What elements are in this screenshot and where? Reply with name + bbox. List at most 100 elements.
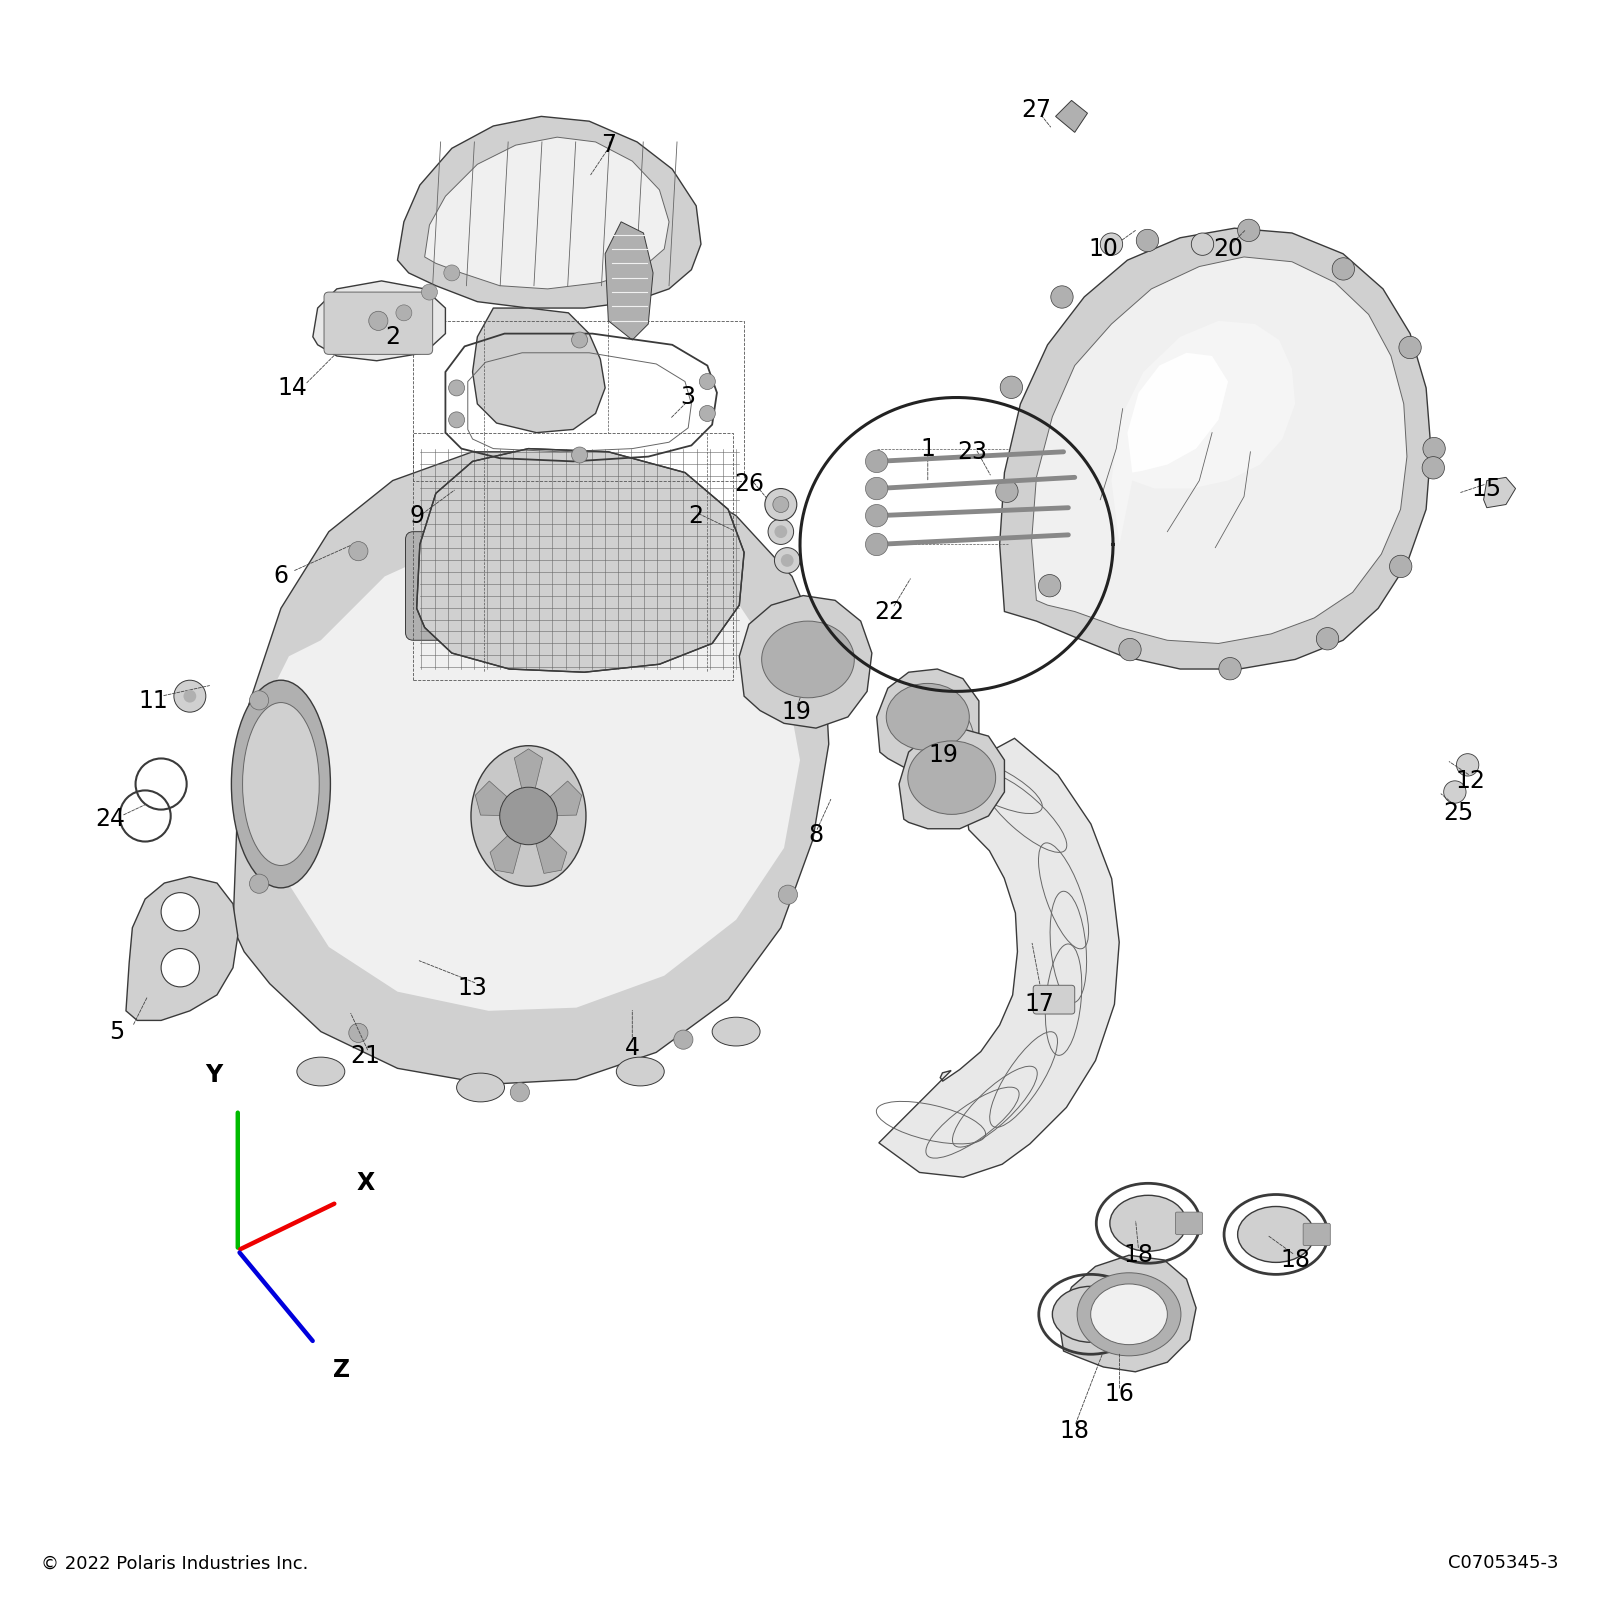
Circle shape xyxy=(768,518,794,544)
Polygon shape xyxy=(424,138,669,290)
Circle shape xyxy=(1422,437,1445,459)
Circle shape xyxy=(699,373,715,389)
Polygon shape xyxy=(126,877,238,1021)
Ellipse shape xyxy=(232,680,331,888)
Polygon shape xyxy=(739,595,872,728)
Polygon shape xyxy=(472,309,605,432)
Text: 26: 26 xyxy=(734,472,763,496)
Polygon shape xyxy=(1000,229,1430,669)
Circle shape xyxy=(499,787,557,845)
Circle shape xyxy=(773,496,789,512)
Text: C0705345-3: C0705345-3 xyxy=(1448,1555,1558,1573)
Polygon shape xyxy=(258,531,800,1011)
Ellipse shape xyxy=(298,1058,344,1086)
Ellipse shape xyxy=(1091,1283,1168,1344)
Polygon shape xyxy=(514,749,542,816)
Circle shape xyxy=(1219,658,1242,680)
Text: 25: 25 xyxy=(1443,800,1474,824)
Ellipse shape xyxy=(1077,1272,1181,1355)
Ellipse shape xyxy=(470,746,586,886)
Circle shape xyxy=(866,533,888,555)
Text: 27: 27 xyxy=(1021,98,1051,122)
Ellipse shape xyxy=(1238,1206,1314,1262)
Circle shape xyxy=(571,333,587,347)
Text: 4: 4 xyxy=(624,1035,640,1059)
Ellipse shape xyxy=(712,1018,760,1046)
FancyBboxPatch shape xyxy=(1118,1302,1146,1325)
Text: Z: Z xyxy=(333,1358,350,1382)
Ellipse shape xyxy=(907,741,995,814)
FancyBboxPatch shape xyxy=(325,293,432,354)
Polygon shape xyxy=(1032,258,1406,643)
Text: 18: 18 xyxy=(1280,1248,1310,1272)
Text: 14: 14 xyxy=(277,376,307,400)
Text: 23: 23 xyxy=(957,440,987,464)
Circle shape xyxy=(395,306,411,322)
Circle shape xyxy=(448,379,464,395)
Polygon shape xyxy=(899,728,1005,829)
Text: 21: 21 xyxy=(350,1043,381,1067)
Circle shape xyxy=(1051,286,1074,309)
Circle shape xyxy=(1000,376,1022,398)
Circle shape xyxy=(510,1083,530,1102)
Circle shape xyxy=(1317,627,1339,650)
Circle shape xyxy=(174,680,206,712)
Text: 1: 1 xyxy=(920,437,936,461)
Circle shape xyxy=(1136,229,1158,251)
Circle shape xyxy=(765,488,797,520)
Circle shape xyxy=(1192,234,1214,256)
Circle shape xyxy=(778,680,797,699)
Text: 10: 10 xyxy=(1088,237,1118,261)
Text: 18: 18 xyxy=(1059,1419,1090,1443)
Circle shape xyxy=(778,885,797,904)
Circle shape xyxy=(1398,336,1421,358)
Circle shape xyxy=(1038,574,1061,597)
Circle shape xyxy=(510,482,530,501)
Circle shape xyxy=(349,1024,368,1043)
Circle shape xyxy=(1456,754,1478,776)
Text: 22: 22 xyxy=(875,600,904,624)
Text: 2: 2 xyxy=(386,325,400,349)
Circle shape xyxy=(774,525,787,538)
Circle shape xyxy=(866,477,888,499)
FancyBboxPatch shape xyxy=(1034,986,1075,1014)
Polygon shape xyxy=(397,117,701,309)
Ellipse shape xyxy=(886,683,970,750)
Circle shape xyxy=(781,554,794,566)
Text: 6: 6 xyxy=(274,565,288,589)
Text: 16: 16 xyxy=(1104,1382,1134,1406)
Circle shape xyxy=(1101,234,1123,256)
Circle shape xyxy=(674,534,693,554)
Circle shape xyxy=(421,285,437,301)
Polygon shape xyxy=(475,781,528,816)
Text: 24: 24 xyxy=(94,806,125,830)
Ellipse shape xyxy=(1110,1195,1187,1251)
Polygon shape xyxy=(1483,477,1515,507)
FancyBboxPatch shape xyxy=(405,531,541,640)
Circle shape xyxy=(571,446,587,462)
Polygon shape xyxy=(528,781,582,816)
Polygon shape xyxy=(490,816,528,874)
FancyBboxPatch shape xyxy=(1302,1224,1330,1246)
Circle shape xyxy=(1389,555,1411,578)
Circle shape xyxy=(1333,258,1355,280)
Polygon shape xyxy=(1128,352,1229,472)
Polygon shape xyxy=(1059,1256,1197,1371)
Text: 8: 8 xyxy=(808,822,824,846)
Circle shape xyxy=(349,541,368,560)
Polygon shape xyxy=(314,282,445,360)
Circle shape xyxy=(443,266,459,282)
Ellipse shape xyxy=(616,1058,664,1086)
Circle shape xyxy=(250,874,269,893)
Circle shape xyxy=(448,411,464,427)
Circle shape xyxy=(250,691,269,710)
Text: Y: Y xyxy=(205,1064,222,1088)
Text: X: X xyxy=(357,1171,374,1195)
Text: 19: 19 xyxy=(930,744,958,768)
Polygon shape xyxy=(877,669,979,768)
Circle shape xyxy=(184,690,197,702)
Text: 7: 7 xyxy=(602,133,616,157)
Ellipse shape xyxy=(456,1074,504,1102)
Circle shape xyxy=(774,547,800,573)
Circle shape xyxy=(674,1030,693,1050)
